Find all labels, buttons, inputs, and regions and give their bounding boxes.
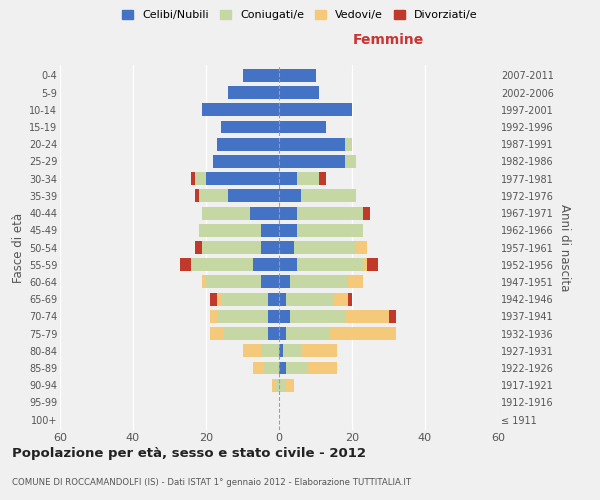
Bar — [279, 172, 297, 185]
Bar — [279, 69, 316, 82]
Bar — [202, 104, 279, 116]
Bar — [202, 241, 261, 254]
Bar — [286, 327, 330, 340]
Bar — [279, 327, 286, 340]
Bar — [228, 86, 279, 99]
Bar — [202, 206, 250, 220]
Text: COMUNE DI ROCCAMANDOLFI (IS) - Dati ISTAT 1° gennaio 2012 - Elaborazione TUTTITA: COMUNE DI ROCCAMANDOLFI (IS) - Dati ISTA… — [12, 478, 411, 487]
Bar — [191, 172, 195, 185]
Bar — [261, 224, 279, 236]
Bar — [261, 241, 279, 254]
Bar — [344, 310, 389, 323]
Bar — [297, 172, 319, 185]
Bar — [217, 292, 221, 306]
Bar — [279, 241, 293, 254]
Bar — [297, 258, 363, 271]
Bar — [228, 190, 279, 202]
Bar — [286, 362, 308, 374]
Bar — [181, 258, 191, 271]
Bar — [297, 224, 363, 236]
Bar — [349, 276, 363, 288]
Bar — [209, 310, 217, 323]
Bar — [279, 379, 286, 392]
Bar — [334, 292, 349, 306]
Bar — [286, 292, 334, 306]
Bar — [293, 241, 356, 254]
Bar — [286, 379, 293, 392]
Bar — [261, 344, 279, 358]
Bar — [279, 155, 344, 168]
Bar — [349, 292, 352, 306]
Bar — [389, 310, 396, 323]
Bar — [363, 258, 367, 271]
Text: Femmine: Femmine — [353, 33, 424, 47]
Bar — [330, 327, 396, 340]
Bar — [217, 310, 268, 323]
Y-axis label: Anni di nascita: Anni di nascita — [558, 204, 571, 291]
Bar — [199, 224, 261, 236]
Bar — [301, 344, 337, 358]
Bar — [214, 155, 279, 168]
Bar — [279, 104, 352, 116]
Bar — [279, 362, 286, 374]
Bar — [290, 276, 349, 288]
Legend: Celibi/Nubili, Coniugati/e, Vedovi/e, Divorziati/e: Celibi/Nubili, Coniugati/e, Vedovi/e, Di… — [118, 6, 482, 25]
Bar — [191, 258, 253, 271]
Bar — [279, 224, 297, 236]
Bar — [279, 138, 344, 150]
Bar — [199, 190, 228, 202]
Bar — [206, 276, 261, 288]
Bar — [279, 292, 286, 306]
Bar — [283, 344, 301, 358]
Bar — [221, 292, 268, 306]
Bar — [209, 327, 224, 340]
Bar — [268, 310, 279, 323]
Bar — [290, 310, 344, 323]
Bar — [279, 310, 290, 323]
Bar — [268, 327, 279, 340]
Bar — [279, 206, 297, 220]
Bar — [268, 292, 279, 306]
Bar — [250, 206, 279, 220]
Bar — [224, 327, 268, 340]
Bar — [279, 344, 283, 358]
Bar — [253, 362, 265, 374]
Bar — [202, 276, 206, 288]
Bar — [242, 69, 279, 82]
Bar — [195, 190, 199, 202]
Bar — [261, 276, 279, 288]
Bar — [279, 120, 326, 134]
Bar — [242, 344, 261, 358]
Bar — [209, 292, 217, 306]
Bar — [195, 241, 202, 254]
Bar — [279, 86, 319, 99]
Bar — [279, 190, 301, 202]
Bar — [297, 206, 363, 220]
Bar — [279, 258, 297, 271]
Bar — [265, 362, 279, 374]
Bar — [253, 258, 279, 271]
Bar — [301, 190, 356, 202]
Bar — [344, 138, 352, 150]
Bar — [206, 172, 279, 185]
Bar — [319, 172, 326, 185]
Bar — [363, 206, 370, 220]
Text: Popolazione per età, sesso e stato civile - 2012: Popolazione per età, sesso e stato civil… — [12, 448, 366, 460]
Bar — [221, 120, 279, 134]
Bar — [272, 379, 275, 392]
Bar — [344, 155, 356, 168]
Bar — [308, 362, 337, 374]
Bar — [275, 379, 279, 392]
Bar — [279, 276, 290, 288]
Bar — [356, 241, 367, 254]
Bar — [217, 138, 279, 150]
Bar — [367, 258, 377, 271]
Bar — [195, 172, 206, 185]
Y-axis label: Fasce di età: Fasce di età — [11, 212, 25, 282]
